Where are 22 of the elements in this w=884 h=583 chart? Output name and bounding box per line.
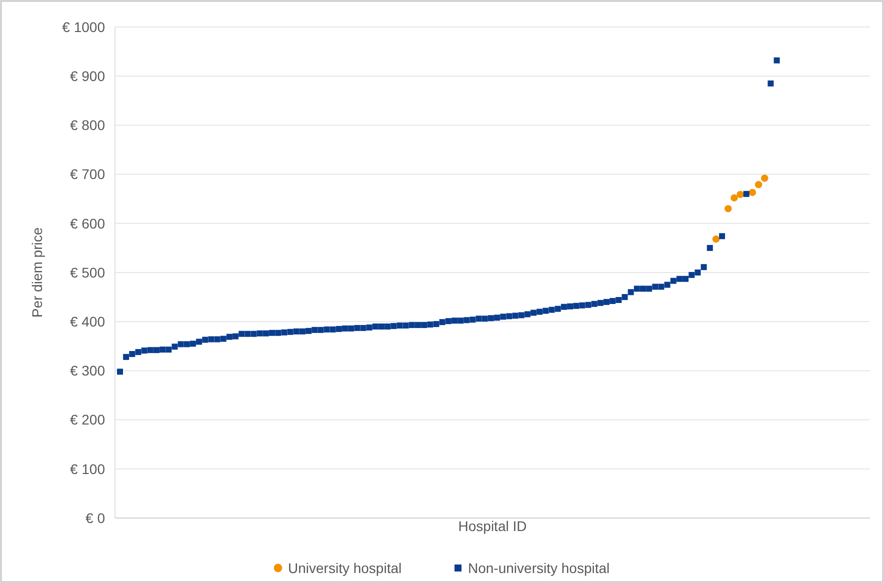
y-tick-label: € 700 [70,166,106,182]
y-tick-label: € 400 [70,314,106,330]
y-tick-label: € 800 [70,117,106,134]
y-tick-label: € 300 [70,362,106,379]
y-axis-title: Per diem price [29,227,45,318]
point [730,194,738,202]
point [748,188,756,196]
y-tick-label: € 900 [70,68,106,84]
point [736,190,744,198]
y-tick-label: € 100 [70,460,106,477]
x-axis-title: Hospital ID [458,518,527,534]
legend-label: University hospital [288,560,402,576]
y-tick-label: € 500 [70,264,106,280]
y-tick-label: € 0 [86,510,106,526]
legend-label: Non-university hospital [468,560,610,576]
point [712,236,720,243]
y-tick-label: € 1000 [62,18,106,35]
point [761,174,768,182]
y-tick-label: € 600 [70,215,106,232]
y-tick-label: € 200 [70,412,106,428]
point [724,205,732,212]
point [754,181,762,188]
